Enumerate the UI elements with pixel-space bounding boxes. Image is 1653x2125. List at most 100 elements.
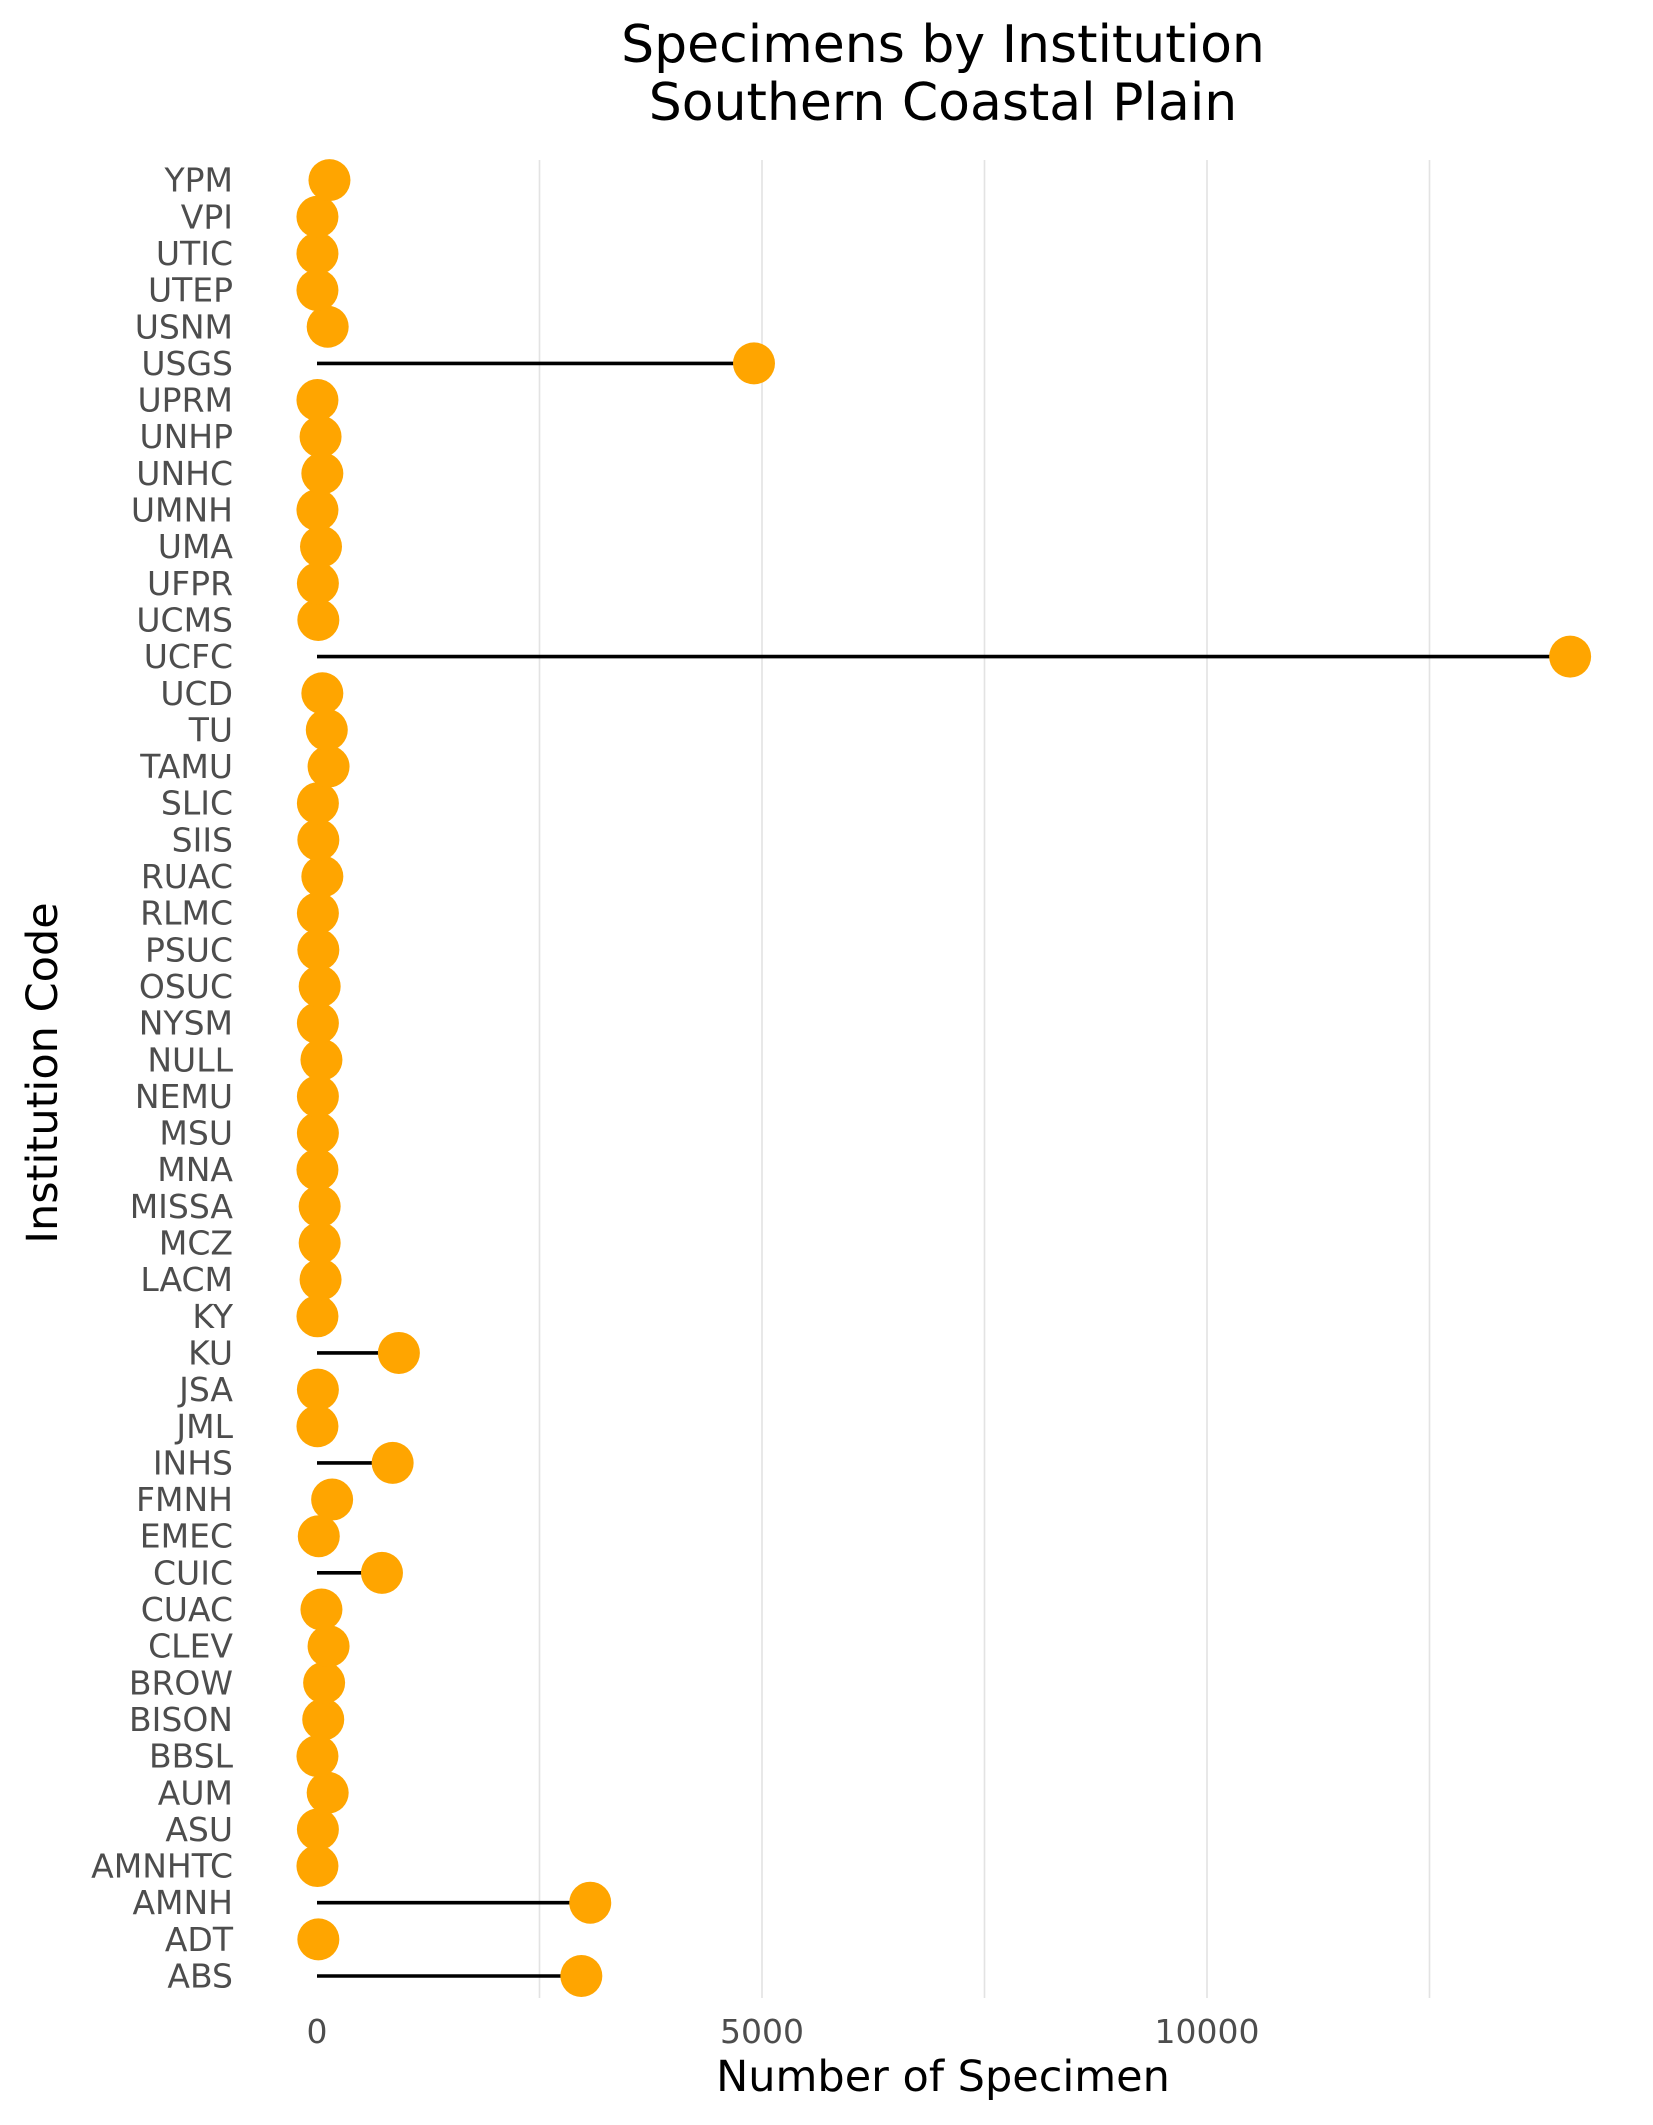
lollipop-point-USNM (306, 305, 349, 348)
lollipop-point-NULL (300, 1038, 343, 1081)
y-tick-label: UCD (160, 674, 233, 713)
lollipop-point-ADT (297, 1918, 340, 1961)
lollipop-point-UTIC (296, 232, 339, 275)
lollipop-point-INHS (371, 1441, 414, 1484)
y-tick-label: FMNH (136, 1480, 233, 1519)
lollipop-point-JML (296, 1405, 339, 1448)
lollipop-point-TU (305, 708, 348, 751)
y-tick-label: RLMC (140, 894, 233, 933)
y-axis-title: Institution Code (18, 902, 68, 1243)
y-tick-label: ADT (165, 1920, 234, 1959)
y-tick-label: MCZ (159, 1224, 233, 1263)
lollipop-point-VPI (296, 195, 339, 238)
lollipop-point-OSUC (298, 965, 341, 1008)
lollipop-point-KU (377, 1331, 420, 1374)
lollipop-point-MNA (296, 1148, 339, 1191)
lollipop-point-TAMU (307, 745, 350, 788)
y-tick-label: UTIC (156, 234, 233, 273)
y-tick-label: ABS (167, 1957, 233, 1996)
y-tick-label: RUAC (141, 857, 233, 896)
lollipop-point-UFPR (296, 562, 339, 605)
y-tick-label: ASU (165, 1810, 233, 1849)
gridlines (538, 160, 1431, 1998)
y-tick-label: LACM (140, 1260, 233, 1299)
lollipop-point-NEMU (296, 1075, 339, 1118)
lollipop-point-ASU (296, 1808, 339, 1851)
x-tick-label: 5000 (720, 2012, 804, 2051)
lollipop-point-UCMS (297, 598, 340, 641)
y-tick-label: SIIS (172, 820, 233, 859)
lollipop-point-CUIC (360, 1551, 403, 1594)
y-tick-label: UTEP (148, 271, 233, 310)
y-tick-label: UNHP (139, 417, 233, 456)
y-tick-label: UCFC (144, 637, 233, 676)
lollipop-point-AMNHTC (296, 1845, 339, 1888)
lollipop-point-LACM (299, 1258, 342, 1301)
y-tick-label: UMA (158, 527, 234, 566)
lollipop-point-BBSL (296, 1735, 339, 1778)
y-tick-label: EMEC (140, 1517, 233, 1556)
y-tick-label: YPM (163, 161, 233, 200)
lollipop-point-KY (296, 1295, 339, 1338)
lollipop-point-RUAC (301, 855, 344, 898)
lollipop-point-MISSA (298, 1185, 341, 1228)
chart-title-line-1: Specimens by Institution (621, 15, 1265, 75)
x-axis: 0 5000 10000 (307, 2012, 1260, 2051)
y-tick-label: TU (188, 710, 233, 749)
y-tick-label: UCMS (136, 600, 233, 639)
lollipop-point-UCFC (1549, 635, 1592, 678)
y-tick-label: UPRM (138, 381, 233, 420)
y-tick-label: OSUC (139, 967, 233, 1006)
y-tick-label: UNHC (136, 454, 233, 493)
lollipop-point-AMNH (569, 1881, 612, 1924)
lollipop-point-UNHC (301, 452, 344, 495)
lollipop-point-AUM (306, 1771, 349, 1814)
lollipop-point-NYSM (296, 1002, 339, 1045)
lollipop-point-UCD (301, 672, 344, 715)
lollipop-point-FMNH (311, 1478, 354, 1521)
y-tick-label: INHS (153, 1443, 233, 1482)
lollipop-point-UNHP (299, 415, 342, 458)
y-tick-label: MSU (159, 1114, 233, 1153)
lollipop-point-ABS (560, 1955, 603, 1997)
y-tick-label: UMNH (131, 491, 233, 530)
lollipop-point-BROW (303, 1661, 346, 1704)
lollipop-point-EMEC (297, 1515, 340, 1558)
lollipop-point-CUAC (300, 1588, 343, 1631)
y-tick-label: TAMU (139, 747, 233, 786)
x-tick-label: 10000 (1155, 2012, 1260, 2051)
y-tick-label: KY (192, 1297, 233, 1336)
lollipop-point-SIIS (297, 818, 340, 861)
lollipop-point-CLEV (307, 1625, 350, 1668)
y-tick-label: BISON (129, 1700, 233, 1739)
y-tick-label: CUAC (141, 1590, 233, 1629)
chart-title-line-2: Southern Coastal Plain (649, 73, 1237, 133)
y-tick-label: NEMU (135, 1077, 233, 1116)
y-axis: ABSADTAMNHAMNHTCASUAUMBBSLBISONBROWCLEVC… (91, 161, 234, 1996)
lollipop-point-PSUC (297, 928, 340, 971)
lollipop-point-BISON (302, 1698, 345, 1741)
y-tick-label: AUM (158, 1773, 233, 1812)
lollipop-point-MSU (296, 1112, 339, 1155)
y-tick-label: AMNHTC (91, 1847, 233, 1886)
lollipops (296, 159, 1592, 1997)
lollipop-point-UTEP (296, 269, 339, 312)
y-tick-label: MNA (157, 1150, 233, 1189)
lollipop-point-UPRM (296, 379, 339, 422)
y-tick-label: PSUC (145, 930, 233, 969)
lollipop-point-UMNH (296, 489, 339, 531)
y-tick-label: NYSM (139, 1004, 233, 1043)
y-tick-label: JSA (177, 1370, 233, 1409)
lollipop-point-SLIC (296, 782, 339, 825)
x-axis-title: Number of Specimen (716, 2052, 1170, 2102)
y-tick-label: USGS (141, 344, 233, 383)
lollipop-point-UMA (300, 525, 343, 568)
lollipop-point-RLMC (296, 892, 339, 935)
lollipop-point-USGS (732, 342, 775, 385)
y-tick-label: SLIC (161, 784, 233, 823)
y-tick-label: MISSA (130, 1187, 234, 1226)
y-tick-label: BBSL (149, 1737, 234, 1776)
y-tick-label: AMNH (132, 1883, 233, 1922)
y-tick-label: UFPR (147, 564, 233, 603)
